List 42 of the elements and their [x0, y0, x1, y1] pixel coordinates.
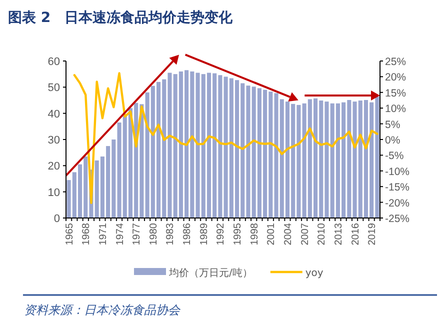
y-tick-label: 30: [48, 134, 60, 146]
y2-tick-label: -15%: [385, 182, 410, 194]
line-series: [73, 72, 378, 204]
legend-label: yoy: [305, 268, 324, 279]
x-tick-label: 1980: [148, 222, 160, 246]
y2-tick-label: 20%: [385, 72, 406, 84]
x-tick-label: 1971: [98, 222, 109, 246]
x-tick-label: 1968: [81, 222, 92, 246]
y2-tick-label: -25%: [385, 213, 410, 225]
y-tick-label: 0: [54, 213, 60, 225]
x-tick-label: 2010: [316, 222, 328, 246]
y-tick-label: 20: [48, 160, 60, 173]
x-tick-label: 1977: [132, 222, 143, 246]
y2-tick-label: -5%: [385, 150, 404, 162]
x-tick-label: 2007: [300, 222, 311, 246]
x-tick-label: 2019: [367, 222, 378, 246]
x-tick-label: 1989: [198, 222, 210, 246]
x-tick-label: 1983: [165, 222, 176, 246]
x-tick-label: 2016: [350, 222, 362, 246]
y2-tick-label: 5%: [385, 118, 400, 131]
x-tick-label: 1974: [114, 222, 126, 246]
text: 资料来源：日本冷冻食品协会: [24, 303, 181, 317]
y2-tick-label: 10%: [385, 103, 406, 116]
chart-title: 图表 2 日本速冻食品均价走势变化: [8, 9, 234, 26]
x-tick-label: 1998: [249, 222, 260, 246]
y-tick-label: 60: [48, 56, 60, 68]
x-tick-label: 2001: [266, 222, 278, 246]
y-tick-label: 40: [48, 108, 60, 120]
y-tick-label: 50: [48, 82, 60, 94]
y2-tick-label: 0%: [385, 134, 400, 146]
x-tick-label: 1965: [64, 222, 76, 246]
y2-tick-label: -10%: [385, 166, 410, 178]
y-tick-label: 10: [48, 186, 60, 199]
legend-label: 均价（万日元/吨）: [168, 267, 252, 279]
x-tick-label: 1986: [182, 222, 194, 246]
x-tick-label: 2004: [282, 222, 294, 246]
y2-tick-label: -20%: [385, 197, 410, 210]
x-tick-label: 2013: [333, 222, 344, 246]
y2-tick-label: 25%: [385, 56, 406, 68]
y2-tick-label: 15%: [385, 87, 406, 100]
x-tick-label: 1992: [216, 222, 227, 246]
x-tick-label: 1995: [232, 222, 244, 246]
